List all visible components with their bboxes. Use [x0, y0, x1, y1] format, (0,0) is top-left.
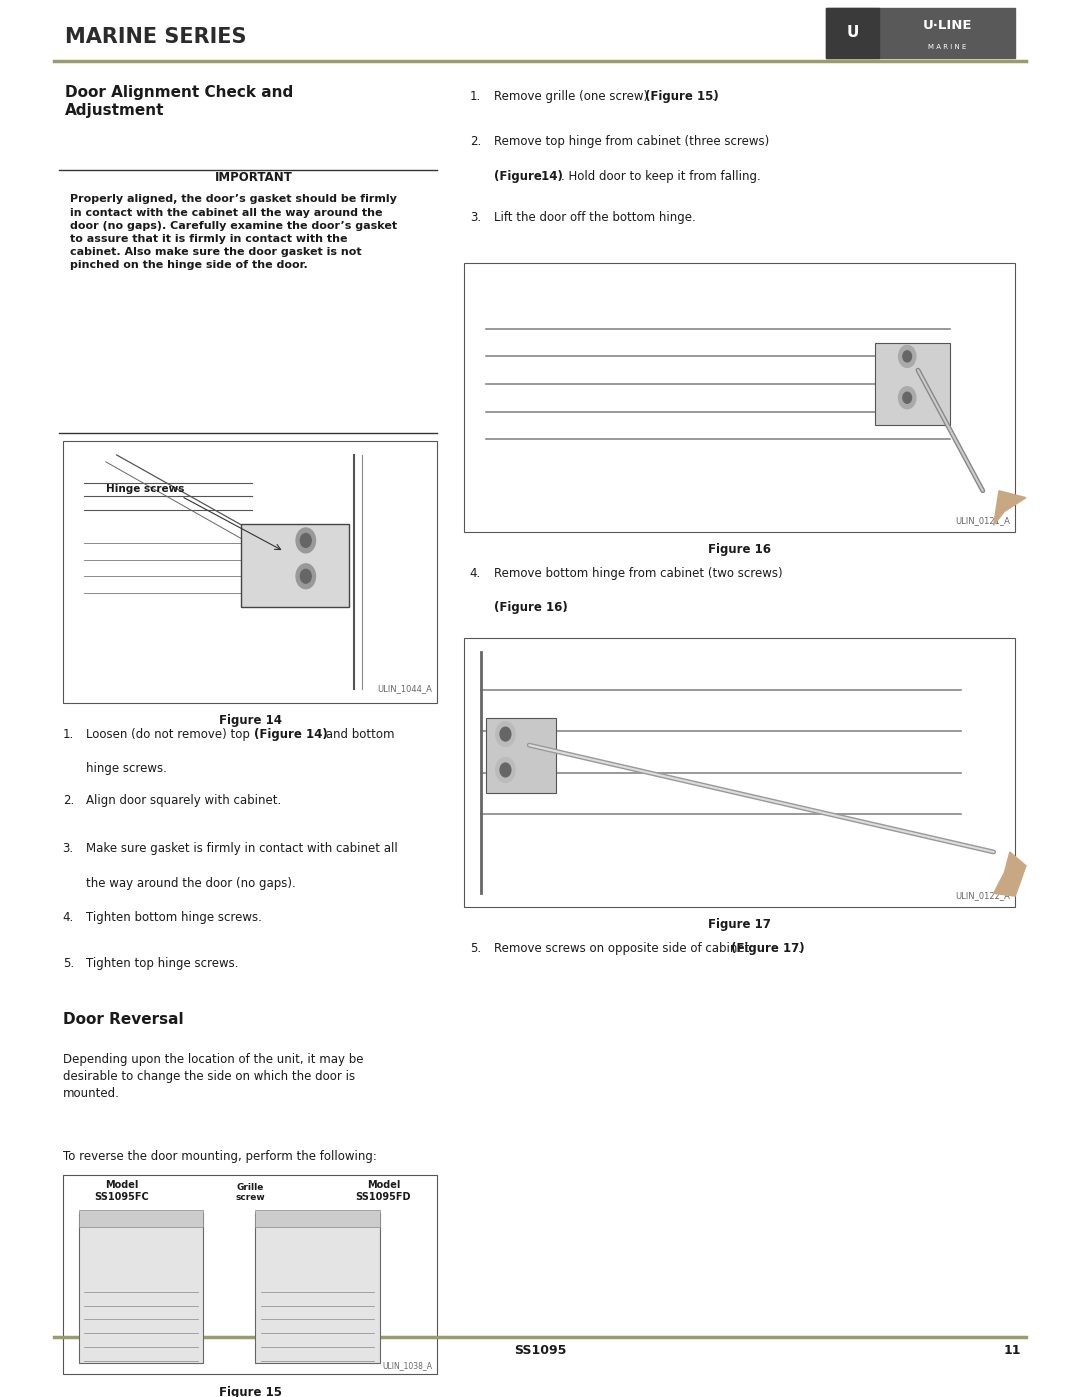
Bar [486, 718, 556, 793]
Text: M A R I N E: M A R I N E [928, 43, 967, 50]
Bar [241, 524, 349, 606]
Circle shape [300, 534, 311, 548]
Text: 1.: 1. [470, 89, 481, 102]
Text: (Figure 17): (Figure 17) [731, 942, 805, 954]
Polygon shape [994, 852, 1026, 895]
Text: ULIN_0121_A: ULIN_0121_A [955, 517, 1010, 525]
Text: hinge screws.: hinge screws. [86, 763, 167, 775]
Bar [875, 342, 950, 425]
Text: ULIN_1038_A: ULIN_1038_A [382, 1361, 432, 1370]
Bar [464, 263, 1015, 532]
Text: Figure 14: Figure 14 [218, 714, 282, 726]
Text: the way around the door (no gaps).: the way around the door (no gaps). [86, 877, 296, 890]
Text: IMPORTANT: IMPORTANT [215, 170, 293, 184]
Text: Hinge screws: Hinge screws [106, 485, 185, 495]
Text: 4.: 4. [470, 567, 481, 580]
Bar [63, 1175, 437, 1375]
Text: Door Alignment Check and
Adjustment: Door Alignment Check and Adjustment [65, 85, 293, 117]
Text: To reverse the door mounting, perform the following:: To reverse the door mounting, perform th… [63, 1150, 377, 1162]
Circle shape [903, 393, 912, 404]
Text: 3.: 3. [63, 842, 73, 855]
Circle shape [496, 757, 515, 782]
Text: Door Reversal: Door Reversal [63, 1011, 184, 1027]
Bar [255, 1210, 380, 1227]
Text: 5.: 5. [63, 957, 73, 970]
Polygon shape [994, 490, 1026, 525]
Bar [255, 1213, 380, 1363]
Text: .: . [712, 89, 715, 102]
Text: Model
SS1095FC: Model SS1095FC [95, 1180, 149, 1201]
Text: (Figure 16): (Figure 16) [494, 601, 567, 615]
Text: 11: 11 [1003, 1344, 1021, 1356]
Circle shape [300, 570, 311, 583]
FancyBboxPatch shape [826, 8, 879, 57]
Circle shape [903, 351, 912, 362]
Text: .: . [798, 942, 801, 954]
Text: Figure 16: Figure 16 [708, 543, 771, 556]
Text: Figure 15: Figure 15 [218, 1386, 282, 1397]
Text: 4.: 4. [63, 911, 73, 925]
Circle shape [500, 763, 511, 777]
Bar [79, 1213, 203, 1363]
Text: Grille
screw: Grille screw [235, 1183, 265, 1203]
Text: Remove bottom hinge from cabinet (two screws): Remove bottom hinge from cabinet (two sc… [494, 567, 782, 580]
Text: Remove screws on opposite side of cabinet: Remove screws on opposite side of cabine… [494, 942, 753, 954]
Circle shape [496, 722, 515, 746]
Text: . Hold door to keep it from falling.: . Hold door to keep it from falling. [561, 169, 760, 183]
Bar [464, 638, 1015, 907]
Circle shape [899, 345, 916, 367]
Circle shape [899, 387, 916, 409]
Text: 1.: 1. [63, 728, 73, 740]
Text: Align door squarely with cabinet.: Align door squarely with cabinet. [86, 793, 282, 807]
Text: 5.: 5. [470, 942, 481, 954]
Text: Loosen (do not remove) top: Loosen (do not remove) top [86, 728, 254, 740]
Text: .: . [564, 601, 567, 615]
Text: and bottom: and bottom [322, 728, 394, 740]
Text: Properly aligned, the door’s gasket should be firmly
in contact with the cabinet: Properly aligned, the door’s gasket shou… [70, 194, 397, 271]
Text: Remove top hinge from cabinet (three screws): Remove top hinge from cabinet (three scr… [494, 136, 772, 148]
Text: Tighten bottom hinge screws.: Tighten bottom hinge screws. [86, 911, 262, 925]
Text: Remove grille (one screw): Remove grille (one screw) [494, 89, 651, 102]
Text: 14): 14) [537, 169, 563, 183]
Text: (Figure: (Figure [494, 169, 541, 183]
Text: Make sure gasket is firmly in contact with cabinet all: Make sure gasket is firmly in contact wi… [86, 842, 399, 855]
Text: MARINE SERIES: MARINE SERIES [65, 27, 246, 47]
FancyBboxPatch shape [826, 8, 1015, 57]
Text: ULIN_1044_A: ULIN_1044_A [377, 685, 432, 693]
Text: Figure 17: Figure 17 [708, 918, 771, 932]
Text: U: U [847, 25, 859, 39]
Bar [63, 441, 437, 703]
Text: Model
SS1095FD: Model SS1095FD [355, 1180, 411, 1201]
Bar [79, 1210, 203, 1227]
Text: ULIN_0122_A: ULIN_0122_A [955, 891, 1010, 900]
Circle shape [500, 728, 511, 740]
Text: U·LINE: U·LINE [922, 20, 972, 32]
Circle shape [296, 528, 315, 553]
Text: Lift the door off the bottom hinge.: Lift the door off the bottom hinge. [494, 211, 696, 224]
Text: (Figure 15): (Figure 15) [645, 89, 718, 102]
Text: 2.: 2. [63, 793, 73, 807]
Text: (Figure 14): (Figure 14) [254, 728, 327, 740]
Circle shape [296, 564, 315, 588]
Text: 2.: 2. [470, 136, 481, 148]
Text: Depending upon the location of the unit, it may be
desirable to change the side : Depending upon the location of the unit,… [63, 1053, 363, 1101]
Text: Tighten top hinge screws.: Tighten top hinge screws. [86, 957, 239, 970]
Text: SS1095: SS1095 [514, 1344, 566, 1356]
Text: 3.: 3. [470, 211, 481, 224]
